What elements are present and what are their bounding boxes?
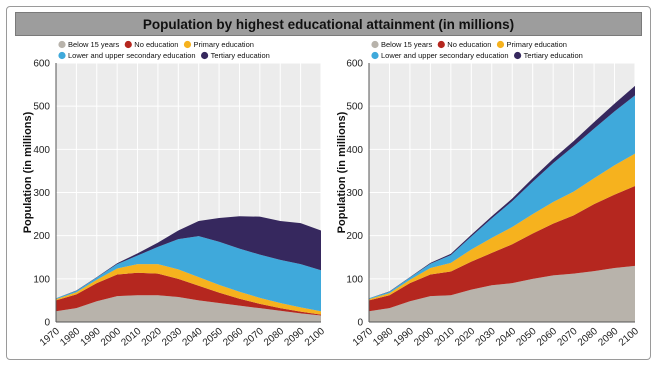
legend-label: Tertiary education	[524, 51, 583, 60]
chart-panel-1: 0100200300400500600197019801990200020102…	[22, 40, 327, 349]
x-tick-label: 2070	[555, 326, 579, 349]
y-tick-label: 400	[346, 145, 363, 156]
x-tick-label: 2080	[576, 326, 600, 349]
x-tick-label: 2080	[262, 326, 286, 349]
y-tick-label: 400	[33, 145, 50, 156]
y-tick-label: 600	[346, 59, 363, 70]
area-secondary	[56, 236, 321, 312]
area-noedu	[56, 272, 321, 316]
legend-marker	[124, 40, 132, 49]
x-tick-label: 2040	[494, 326, 518, 349]
x-tick-label: 2050	[515, 326, 539, 349]
legend-marker	[437, 40, 445, 49]
x-tick-label: 2030	[474, 326, 498, 349]
chart-panel-2: 0100200300400500600197019801990200020102…	[336, 40, 641, 349]
y-axis-label: Population (in millions)	[336, 111, 348, 233]
y-tick-label: 100	[33, 274, 50, 285]
x-tick-label: 1980	[58, 326, 82, 349]
title-bar: Population by highest educational attain…	[15, 12, 642, 36]
y-tick-label: 300	[33, 188, 50, 199]
x-tick-label: 2100	[617, 326, 641, 349]
legend-label: Lower and upper secondary education	[381, 51, 509, 60]
chart-title: Population by highest educational attain…	[142, 16, 515, 32]
legend-label: No education	[134, 40, 178, 49]
legend-marker	[183, 40, 192, 49]
x-tick-label: 2100	[303, 326, 327, 349]
y-tick-label: 100	[346, 274, 363, 285]
x-tick-label: 2060	[535, 326, 559, 349]
y-tick-label: 200	[346, 231, 363, 242]
area-below15	[56, 295, 321, 322]
x-tick-label: 1980	[371, 326, 395, 349]
x-tick-label: 2020	[453, 326, 477, 349]
x-tick-label: 2090	[282, 326, 306, 349]
legend-marker	[58, 40, 66, 49]
x-tick-label: 1970	[38, 326, 62, 349]
legend-marker	[200, 51, 209, 60]
y-axis-label: Population (in millions)	[22, 111, 34, 233]
legend-label: Below 15 years	[381, 40, 433, 49]
x-tick-label: 2010	[433, 326, 457, 349]
x-tick-label: 2060	[221, 326, 245, 349]
y-tick-label: 200	[33, 231, 50, 242]
y-tick-label: 600	[33, 59, 50, 70]
x-tick-label: 1970	[351, 326, 375, 349]
y-tick-label: 0	[357, 318, 363, 329]
x-tick-label: 2020	[140, 326, 164, 349]
legend-label: Below 15 years	[68, 40, 120, 49]
x-tick-label: 2030	[160, 326, 184, 349]
x-tick-label: 2090	[596, 326, 620, 349]
legend-marker	[371, 40, 379, 49]
legend-marker	[58, 51, 66, 60]
legend-label: Primary education	[193, 40, 253, 49]
y-tick-label: 500	[33, 102, 50, 113]
x-tick-label: 2050	[201, 326, 225, 349]
area-tertiary	[56, 216, 321, 299]
legend-label: Primary education	[506, 40, 566, 49]
area-primary	[56, 264, 321, 315]
legend-marker	[496, 40, 505, 49]
x-tick-label: 1990	[392, 326, 416, 349]
x-tick-label: 2000	[99, 326, 123, 349]
legend-marker	[513, 51, 522, 60]
x-tick-label: 2040	[181, 326, 205, 349]
legend-marker	[371, 51, 379, 60]
x-tick-label: 2070	[242, 326, 266, 349]
legend-label: No education	[447, 40, 491, 49]
area-below15	[369, 265, 635, 322]
legend-label: Tertiary education	[211, 51, 270, 60]
y-tick-label: 300	[346, 188, 363, 199]
x-tick-label: 2010	[119, 326, 143, 349]
y-tick-label: 500	[346, 102, 363, 113]
legend-label: Lower and upper secondary education	[68, 51, 196, 60]
y-tick-label: 0	[44, 318, 50, 329]
x-tick-label: 2000	[412, 326, 436, 349]
x-tick-label: 1990	[79, 326, 103, 349]
